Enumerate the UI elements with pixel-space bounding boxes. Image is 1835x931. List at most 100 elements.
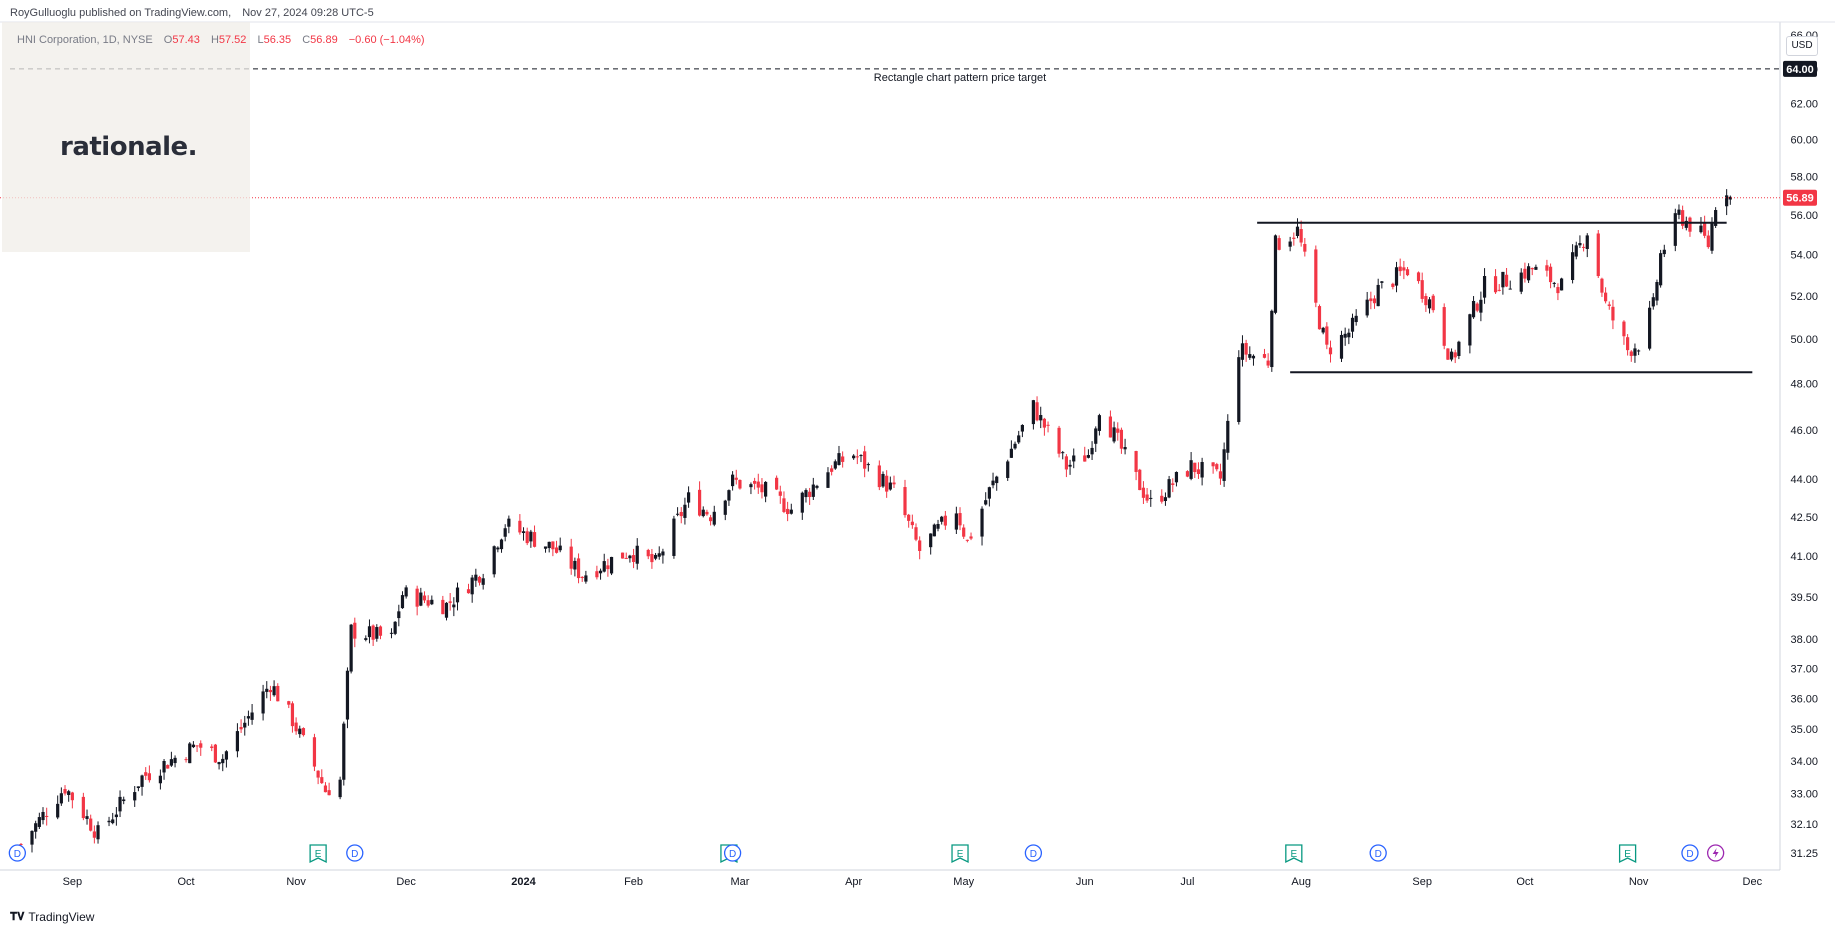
low-label: L <box>257 34 264 46</box>
candle-body <box>841 456 845 462</box>
candle-body <box>415 588 419 607</box>
candle-body <box>1072 455 1076 462</box>
y-tick-label: 44.00 <box>1790 474 1818 486</box>
candle-body <box>602 561 606 572</box>
candle-body <box>1402 267 1406 271</box>
dividend-marker-letter: D <box>729 849 736 860</box>
candle-body <box>811 484 815 497</box>
dividend-event-icon[interactable]: D <box>1369 844 1387 862</box>
candle-body <box>96 825 100 840</box>
candle-body <box>1097 415 1102 431</box>
dividend-event-icon[interactable]: D <box>723 844 742 862</box>
candle-body <box>1468 314 1472 346</box>
candle-body <box>598 570 603 574</box>
candle-body <box>903 487 907 516</box>
x-tick-label: Jul <box>1180 876 1194 888</box>
dividend-marker-shape <box>1681 844 1699 862</box>
logo-text: rationale. <box>60 132 198 162</box>
earnings-marker-shape <box>1285 844 1303 864</box>
symbol-legend[interactable]: HNI Corporation, 1D, NYSE O57.43 H57.52 … <box>17 34 425 46</box>
candle-body <box>166 765 170 769</box>
candle-body <box>1013 443 1017 449</box>
dividend-event-icon[interactable]: D <box>1024 844 1043 862</box>
candle-body <box>661 551 665 556</box>
candle-body <box>852 455 856 459</box>
candle-body <box>958 513 962 526</box>
candle-body <box>213 744 218 763</box>
candle-body <box>907 514 911 521</box>
candle-body <box>1552 282 1556 284</box>
candle-body <box>775 477 779 490</box>
candle-body <box>144 772 148 776</box>
earnings-marker-letter: E <box>957 849 964 860</box>
candle-body <box>672 518 676 556</box>
candle-body <box>760 484 764 493</box>
candle-body <box>1303 243 1307 252</box>
candle-body <box>815 485 819 488</box>
earnings-event-icon[interactable]: E <box>1618 844 1637 864</box>
candle-body <box>1574 245 1578 257</box>
candle-body <box>224 751 229 760</box>
candle-body <box>59 793 63 804</box>
candle-body <box>1167 479 1171 498</box>
earnings-event-icon[interactable]: E <box>951 844 969 864</box>
candle-body <box>1629 351 1633 356</box>
candle-body <box>1273 235 1278 313</box>
candle-body <box>532 532 537 547</box>
candle-body <box>265 688 269 692</box>
candle-body <box>1677 209 1681 215</box>
candle-body <box>199 743 203 748</box>
candle-body <box>573 560 577 570</box>
close-label: C <box>302 34 311 46</box>
candle-body <box>221 758 225 764</box>
earnings-event-icon[interactable]: E <box>1285 844 1303 864</box>
lightning-event-icon[interactable] <box>1706 844 1725 862</box>
high-label: H <box>210 34 219 46</box>
candle-body <box>1530 268 1534 270</box>
dividend-event-icon[interactable]: D <box>8 844 26 862</box>
candle-body <box>1431 295 1435 311</box>
y-tick-label: 31.25 <box>1790 848 1818 860</box>
candle-body <box>210 746 214 748</box>
candle-body <box>1171 483 1175 485</box>
candle-body <box>290 703 295 727</box>
candle-body <box>1482 276 1487 298</box>
dividend-event-icon[interactable]: D <box>346 844 364 862</box>
tradingview-brand[interactable]: 𝐓𝐕 TradingView <box>10 910 94 924</box>
candle-body <box>1211 462 1215 467</box>
candle-body <box>980 508 984 537</box>
currency-button[interactable]: USD <box>1786 36 1818 56</box>
dividend-marker-shape <box>346 844 364 862</box>
candle-body <box>1251 355 1256 359</box>
candle-body <box>441 599 445 615</box>
candle-body <box>1068 464 1072 467</box>
candle-body <box>81 796 85 819</box>
candle-body <box>19 844 23 846</box>
dividend-marker-letter: D <box>1375 849 1382 860</box>
candle-body <box>1526 266 1531 281</box>
candle-body <box>1581 246 1586 248</box>
candle-body <box>378 626 383 636</box>
candle-body <box>569 546 573 569</box>
candle-body <box>826 472 830 488</box>
price-target-tag <box>1783 60 1817 77</box>
candle-body <box>1548 266 1553 283</box>
candle-body <box>243 722 247 728</box>
candle-body <box>1020 424 1024 432</box>
candle-body <box>466 589 471 594</box>
candle-body <box>991 480 995 486</box>
candle-body <box>1185 471 1190 477</box>
candle-body <box>1299 229 1303 243</box>
candle-body <box>448 601 452 603</box>
earnings-event-icon[interactable]: E <box>309 844 327 864</box>
candle-body <box>1479 299 1483 313</box>
dividend-event-icon[interactable]: D <box>1681 844 1699 862</box>
candle-body <box>1523 268 1527 279</box>
candle-body <box>147 773 151 781</box>
candle-body <box>188 743 192 764</box>
close-value: 56.89 <box>310 34 338 46</box>
candle-body <box>866 464 870 466</box>
candle-body <box>734 477 738 480</box>
candle-body <box>620 552 625 559</box>
